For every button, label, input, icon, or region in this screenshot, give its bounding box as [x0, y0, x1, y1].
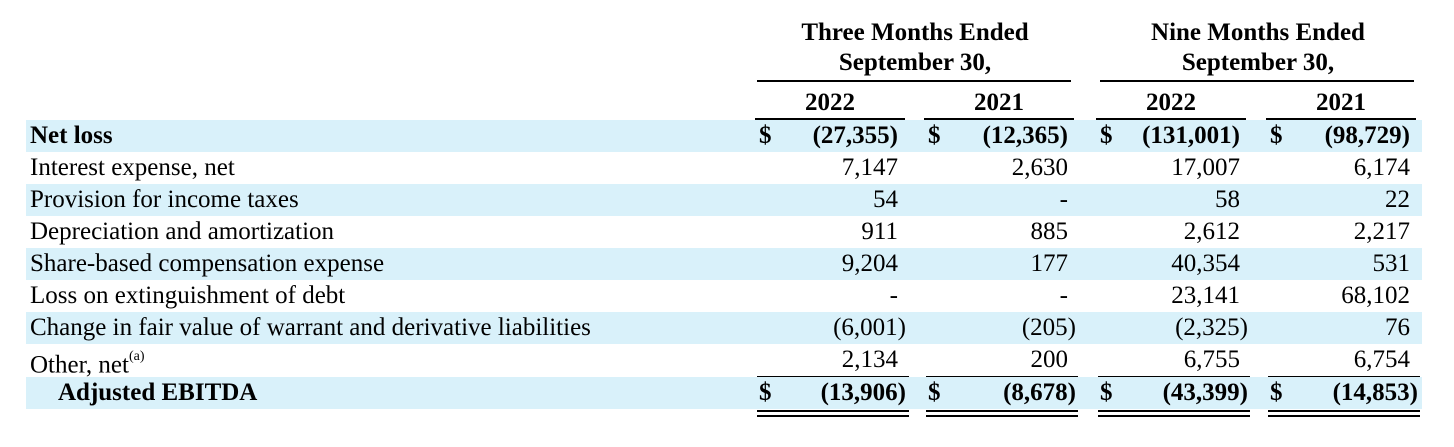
header-nine-months-line1: Nine Months Ended — [1151, 19, 1365, 46]
currency-symbol: $ — [928, 379, 941, 406]
row-label: Interest expense, net — [30, 154, 235, 181]
year-rule — [924, 118, 1074, 120]
subtotal-rule — [1268, 376, 1420, 377]
table-row: Change in fair value of warrant and deri… — [26, 312, 1422, 344]
cell-value: 22 — [1385, 186, 1410, 213]
currency-symbol: $ — [759, 379, 772, 406]
row-label: Other, net(a) — [30, 344, 145, 379]
row-label: Net loss — [30, 122, 113, 149]
cell-value: (13,906) — [820, 379, 906, 406]
double-underline — [1268, 410, 1420, 417]
subtotal-rule — [1098, 376, 1250, 377]
header-three-months-line2: September 30, — [838, 49, 992, 76]
cell-value: (43,399) — [1162, 379, 1248, 406]
cell-value: 6,755 — [1183, 346, 1240, 373]
cell-value: 177 — [1030, 250, 1069, 277]
currency-symbol: $ — [928, 122, 941, 149]
cell-value: (131,001) — [1142, 122, 1240, 149]
double-underline — [926, 410, 1078, 417]
double-underline — [757, 410, 909, 417]
cell-value: 200 — [1030, 346, 1069, 373]
table-row: Provision for income taxes 54 - 58 22 — [26, 184, 1422, 216]
subtotal-rule — [926, 376, 1078, 377]
currency-symbol: $ — [759, 122, 772, 149]
double-underline — [1098, 410, 1250, 417]
year-rule — [1266, 118, 1416, 120]
currency-symbol: $ — [1100, 122, 1113, 149]
cell-value: (98,729) — [1324, 122, 1410, 149]
row-label: Depreciation and amortization — [30, 218, 335, 245]
subtotal-rule — [757, 376, 909, 377]
table-row: Share-based compensation expense 9,204 1… — [26, 248, 1422, 280]
cell-value: (205) — [1021, 314, 1076, 341]
row-label: Loss on extinguishment of debt — [30, 282, 346, 309]
cell-value: 17,007 — [1171, 154, 1240, 181]
header-rule-three-months — [757, 80, 1071, 82]
row-label: Change in fair value of warrant and deri… — [30, 314, 591, 341]
cell-value: (12,365) — [982, 122, 1068, 149]
table-row: Other, net(a) 2,134 200 6,755 6,754 — [26, 344, 1422, 379]
cell-value: 911 — [861, 218, 898, 245]
header-three-months-line1: Three Months Ended — [801, 19, 1029, 46]
cell-value: 76 — [1385, 314, 1410, 341]
cell-value: 6,754 — [1353, 346, 1410, 373]
header-nine-months: Nine Months Ended September 30, — [1103, 18, 1413, 78]
year-header: 2022 — [805, 89, 855, 116]
cell-value: (2,325) — [1175, 314, 1248, 341]
cell-value: 40,354 — [1171, 250, 1240, 277]
cell-value: 58 — [1215, 186, 1240, 213]
cell-value: - — [889, 282, 898, 309]
year-header: 2021 — [974, 89, 1024, 116]
cell-value: - — [1059, 186, 1068, 213]
table-row-adjusted-ebitda: Adjusted EBITDA $ (13,906) $ (8,678) $ (… — [26, 377, 1422, 409]
cell-value: 2,134 — [841, 346, 898, 373]
cell-value: (6,001) — [833, 314, 906, 341]
cell-value: 2,612 — [1183, 218, 1240, 245]
cell-value: (8,678) — [1003, 379, 1076, 406]
cell-value: 54 — [873, 186, 898, 213]
currency-symbol: $ — [1270, 122, 1283, 149]
header-nine-months-line2: September 30, — [1181, 49, 1335, 76]
header-rule-nine-months — [1100, 80, 1414, 82]
cell-value: 23,141 — [1171, 282, 1240, 309]
table-row-net-loss: Net loss $ (27,355) $ (12,365) $ (131,00… — [26, 120, 1422, 152]
year-rule — [1096, 118, 1246, 120]
row-label: Share-based compensation expense — [30, 250, 385, 277]
currency-symbol: $ — [1100, 379, 1113, 406]
cell-value: (27,355) — [812, 122, 898, 149]
cell-value: 885 — [1030, 218, 1069, 245]
row-label-text: Other, net — [30, 351, 129, 379]
cell-value: 531 — [1372, 250, 1411, 277]
row-label: Provision for income taxes — [30, 186, 299, 213]
table-row: Depreciation and amortization 911 885 2,… — [26, 216, 1422, 248]
cell-value: 68,102 — [1341, 282, 1410, 309]
cell-value: - — [1059, 282, 1068, 309]
cell-value: (14,853) — [1332, 379, 1418, 406]
cell-value: 2,217 — [1353, 218, 1410, 245]
table-row: Loss on extinguishment of debt - - 23,14… — [26, 280, 1422, 312]
cell-value: 2,630 — [1011, 154, 1068, 181]
cell-value: 7,147 — [841, 154, 898, 181]
table-row: Interest expense, net 7,147 2,630 17,007… — [26, 152, 1422, 184]
year-header: 2022 — [1146, 89, 1196, 116]
cell-value: 6,174 — [1353, 154, 1410, 181]
year-rule — [755, 118, 905, 120]
currency-symbol: $ — [1270, 379, 1283, 406]
row-label: Adjusted EBITDA — [58, 379, 258, 406]
footnote-marker: (a) — [128, 349, 145, 364]
year-header: 2021 — [1316, 89, 1366, 116]
cell-value: 9,204 — [841, 250, 898, 277]
header-three-months: Three Months Ended September 30, — [760, 18, 1070, 78]
